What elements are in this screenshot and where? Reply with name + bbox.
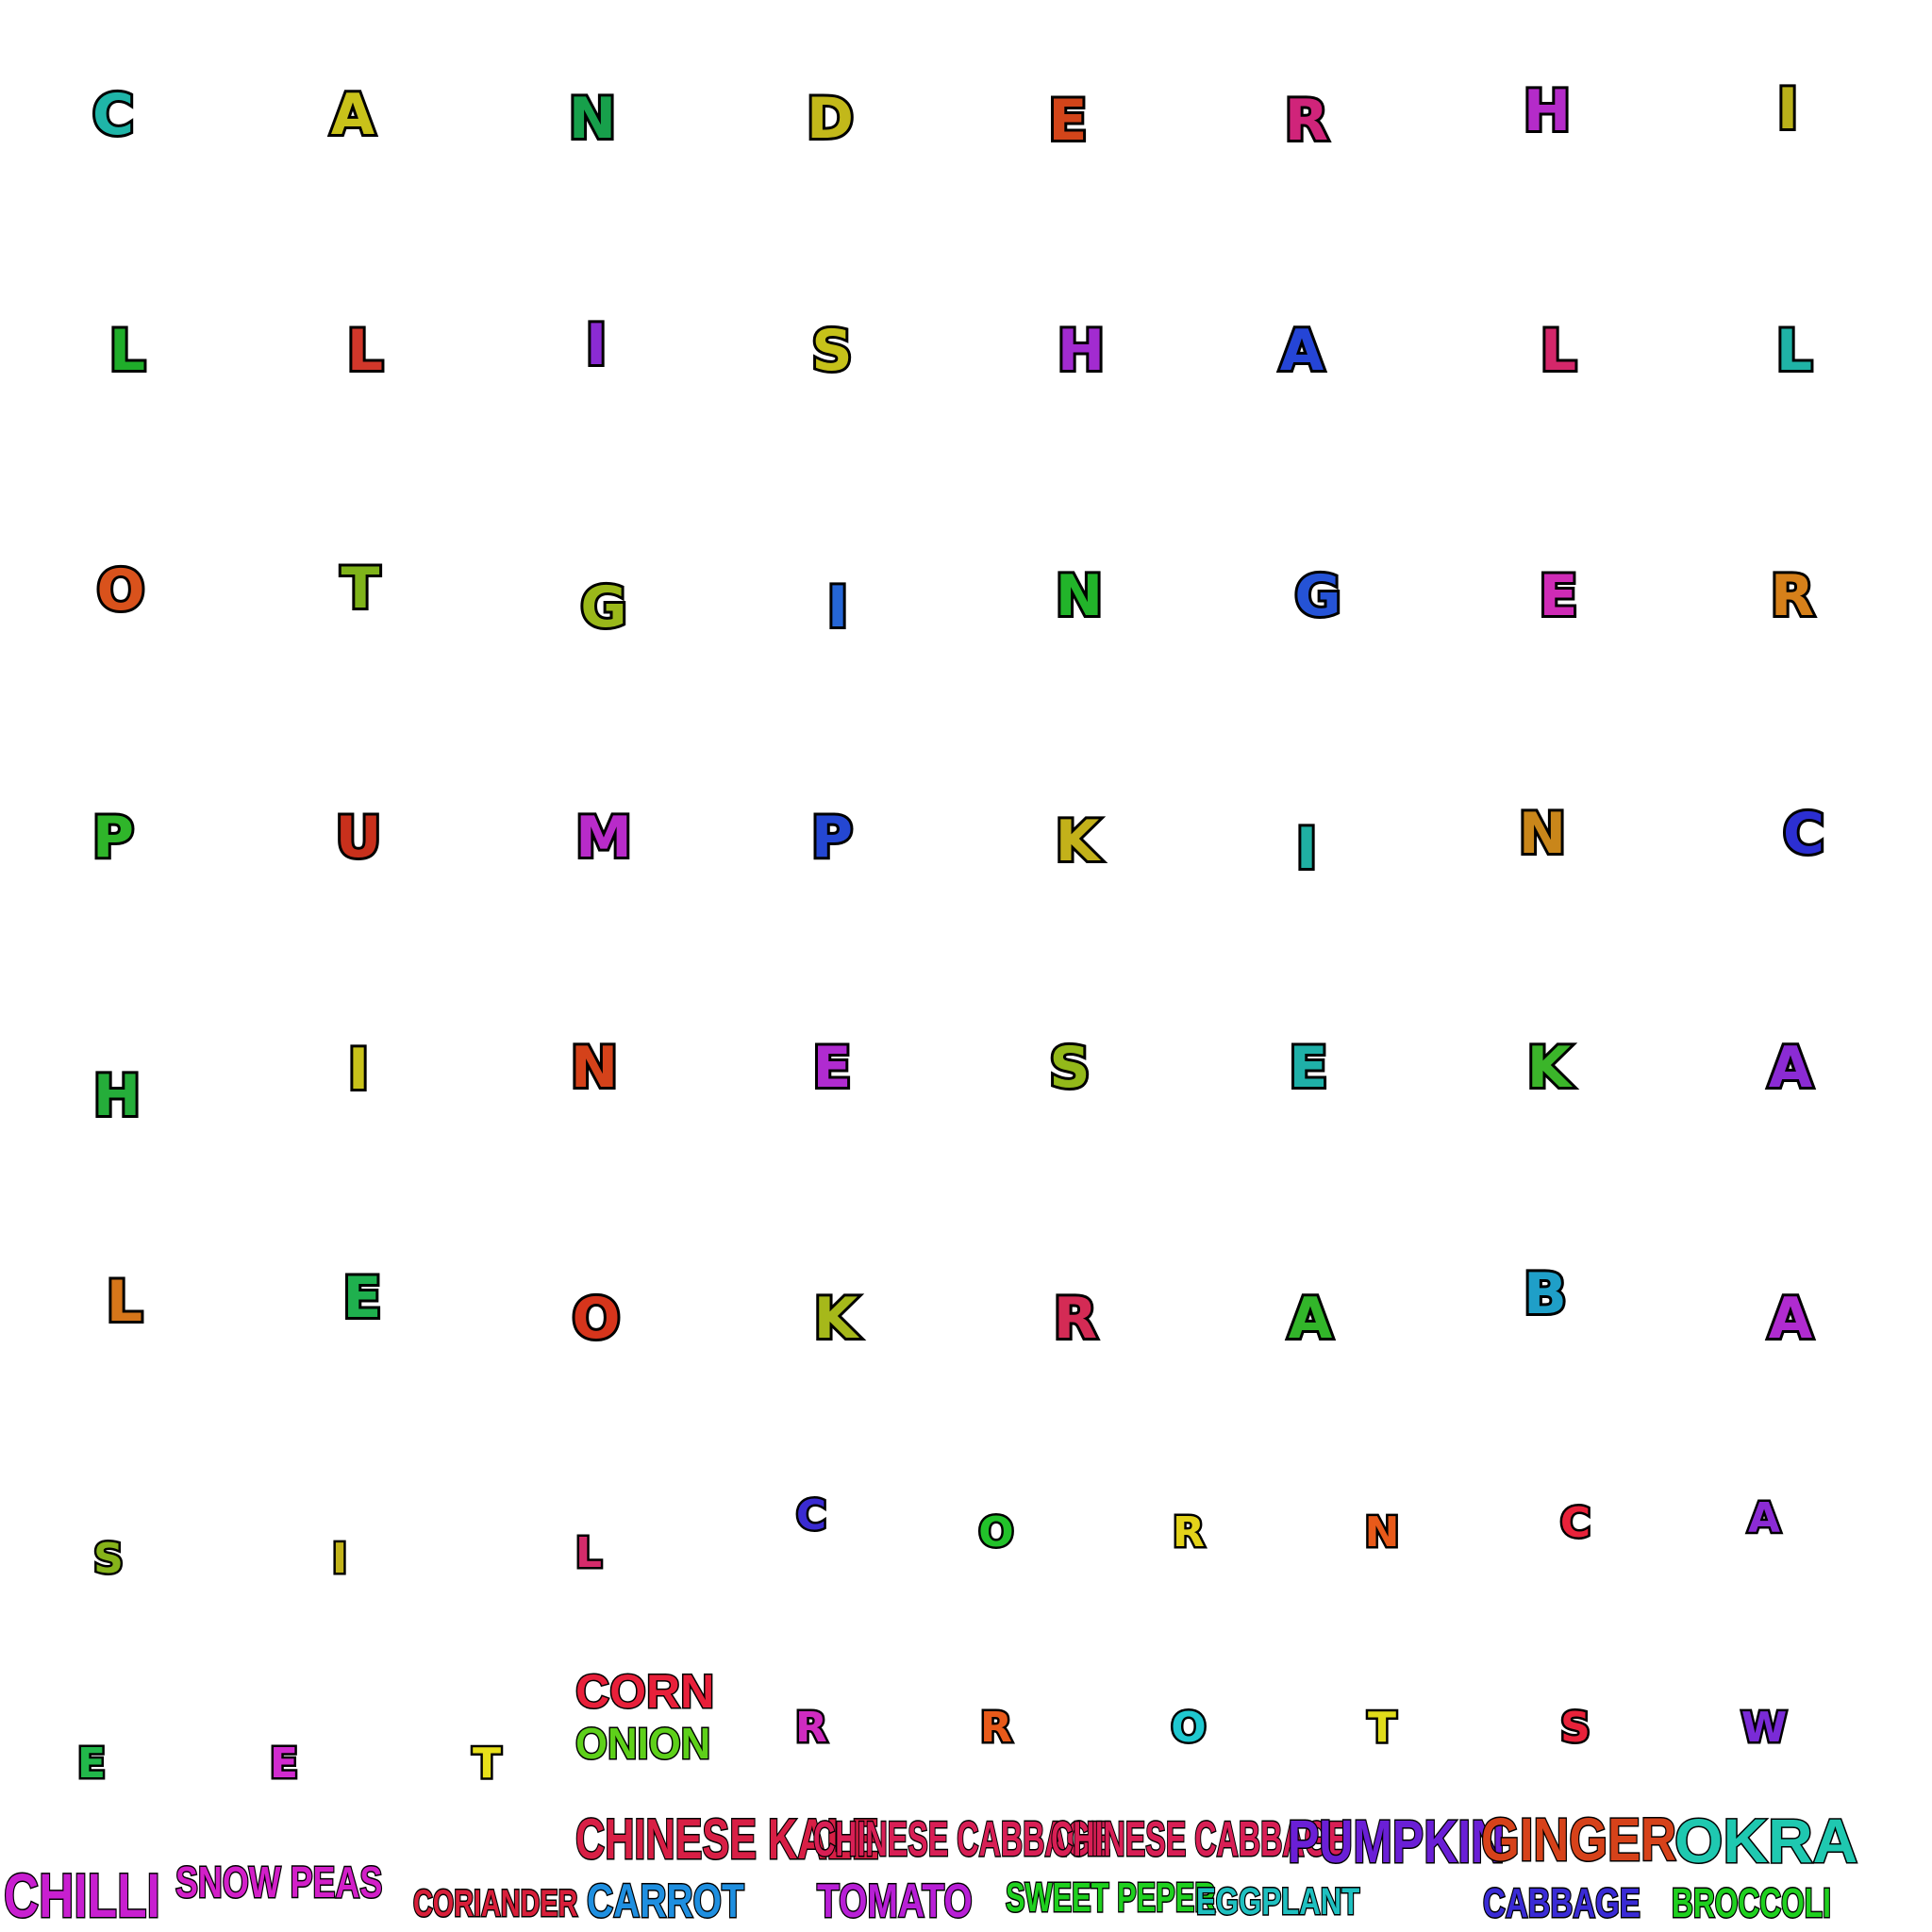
grid-cell-r4-c4[interactable]: P <box>808 805 856 871</box>
grid-cell-r5-c4[interactable]: E <box>810 1035 855 1101</box>
grid-cell-r1-c5[interactable]: E <box>1046 88 1091 154</box>
grid-cell-r5-c8[interactable]: A <box>1766 1035 1815 1101</box>
grid-cell-r6-c8[interactable]: A <box>1766 1286 1815 1352</box>
grid-cell-r3-c5[interactable]: N <box>1053 563 1106 629</box>
grid-cell-r4-c5[interactable]: K <box>1053 808 1102 874</box>
grid-cell-r1-c4[interactable]: D <box>804 86 857 152</box>
grid-cell-r3-c8[interactable]: R <box>1768 563 1817 629</box>
grid-cell-r7-c6[interactable]: R <box>1171 1508 1208 1557</box>
grid-cell-r7-c9[interactable]: A <box>1745 1494 1782 1542</box>
word-list-item-sweet-peper: SWEET PEPER <box>1005 1874 1217 1921</box>
grid-cell-r3-c4[interactable]: I <box>824 575 851 641</box>
word-list-item-ginger: GINGER <box>1480 1806 1677 1874</box>
grid-cell-r5-c2[interactable]: I <box>345 1037 372 1103</box>
grid-cell-r8-c4[interactable]: R <box>793 1704 830 1752</box>
grid-cell-r7-c2[interactable]: I <box>329 1535 349 1583</box>
grid-cell-r7-c7[interactable]: N <box>1362 1508 1402 1557</box>
grid-cell-r5-c5[interactable]: S <box>1046 1035 1092 1101</box>
grid-cell-r2-c1[interactable]: L <box>107 318 148 384</box>
grid-cell-r2-c4[interactable]: S <box>808 318 855 384</box>
grid-cell-r2-c2[interactable]: L <box>344 318 386 384</box>
grid-cell-r6-c6[interactable]: A <box>1286 1286 1335 1352</box>
word-list-item-onion: ONION <box>575 1719 712 1768</box>
word-list-item-chilli: CHILLI <box>3 1860 161 1930</box>
word-list-item-tomato: TOMATO <box>816 1874 974 1927</box>
word-list-item-corn: CORN <box>574 1665 715 1718</box>
word-list-item-snow-peas: SNOW PEAS <box>175 1857 384 1907</box>
grid-cell-r1-c1[interactable]: C <box>90 82 137 148</box>
grid-cell-r6-c3[interactable]: O <box>569 1286 623 1352</box>
grid-cell-r4-c7[interactable]: N <box>1516 801 1569 867</box>
grid-cell-r7-c1[interactable]: S <box>92 1535 126 1583</box>
grid-cell-r4-c3[interactable]: M <box>573 805 635 871</box>
grid-cell-r8-c5[interactable]: R <box>978 1704 1015 1752</box>
grid-cell-r2-c3[interactable]: I <box>583 312 609 378</box>
word-list-item-broccoli: BROCCOLI <box>1671 1880 1832 1926</box>
grid-cell-r8-c3[interactable]: T <box>470 1740 503 1788</box>
word-list-item-chinese-cabbage: CHINESE CABBAGE <box>1050 1812 1349 1867</box>
grid-cell-r2-c5[interactable]: H <box>1055 318 1108 384</box>
grid-cell-r8-c8[interactable]: S <box>1558 1704 1593 1752</box>
grid-cell-r7-c3[interactable]: L <box>573 1529 604 1577</box>
grid-cell-r4-c8[interactable]: C <box>1780 801 1827 867</box>
grid-cell-r6-c2[interactable]: E <box>341 1265 385 1331</box>
grid-cell-r8-c9[interactable]: W <box>1739 1704 1790 1752</box>
grid-cell-r4-c1[interactable]: P <box>90 805 137 871</box>
word-list-item-coriander: CORIANDER <box>412 1883 579 1924</box>
word-list-item-pumpkin: PUMPKIN <box>1287 1807 1507 1875</box>
grid-cell-r7-c8[interactable]: C <box>1557 1499 1592 1547</box>
grid-cell-r2-c7[interactable]: L <box>1538 318 1579 384</box>
grid-cell-r6-c5[interactable]: R <box>1051 1286 1100 1352</box>
grid-cell-r8-c7[interactable]: T <box>1365 1704 1398 1752</box>
word-list-item-carrot: CARROT <box>586 1874 745 1927</box>
grid-cell-r2-c6[interactable]: A <box>1277 318 1326 384</box>
grid-cell-r1-c7[interactable]: H <box>1521 78 1574 144</box>
word-list-item-cabbage: CABBAGE <box>1482 1880 1641 1926</box>
grid-cell-r5-c7[interactable]: K <box>1524 1035 1574 1101</box>
grid-cell-r3-c1[interactable]: O <box>93 558 147 624</box>
grid-cell-r1-c8[interactable]: I <box>1774 76 1801 142</box>
grid-cell-r6-c4[interactable]: K <box>811 1286 860 1352</box>
grid-cell-r6-c7[interactable]: B <box>1521 1261 1570 1327</box>
grid-cell-r3-c6[interactable]: G <box>1291 563 1343 629</box>
grid-cell-r4-c2[interactable]: U <box>333 805 385 871</box>
word-list-item-okra: OKRA <box>1673 1806 1858 1875</box>
grid-cell-r4-c6[interactable]: I <box>1293 816 1320 882</box>
grid-cell-r3-c7[interactable]: E <box>1537 563 1581 629</box>
grid-cell-r8-c6[interactable]: O <box>1169 1704 1208 1752</box>
word-list-item-eggplant: EGGPLANT <box>1195 1881 1361 1923</box>
grid-cell-r5-c1[interactable]: H <box>91 1063 143 1129</box>
grid-cell-r2-c8[interactable]: L <box>1774 318 1815 384</box>
grid-cell-r3-c2[interactable]: T <box>339 556 383 622</box>
grid-cell-r1-c3[interactable]: N <box>566 86 619 152</box>
grid-cell-r3-c3[interactable]: G <box>577 575 629 641</box>
grid-cell-r6-c1[interactable]: L <box>104 1269 145 1335</box>
word-list-item-chinese-cabbage: CHINESE CABBAGE <box>812 1812 1111 1867</box>
word-list-item-chinese-kale: CHINESE KALE <box>575 1807 880 1871</box>
grid-cell-r1-c2[interactable]: A <box>328 82 377 148</box>
grid-cell-r8-c1[interactable]: E <box>75 1740 108 1788</box>
grid-cell-r8-c2[interactable]: E <box>267 1740 300 1788</box>
grid-cell-r1-c6[interactable]: R <box>1282 88 1331 154</box>
grid-cell-r7-c5[interactable]: O <box>976 1508 1016 1557</box>
grid-cell-r7-c4[interactable]: C <box>793 1491 828 1540</box>
grid-cell-r5-c3[interactable]: N <box>568 1035 621 1101</box>
grid-cell-r5-c6[interactable]: E <box>1287 1035 1331 1101</box>
